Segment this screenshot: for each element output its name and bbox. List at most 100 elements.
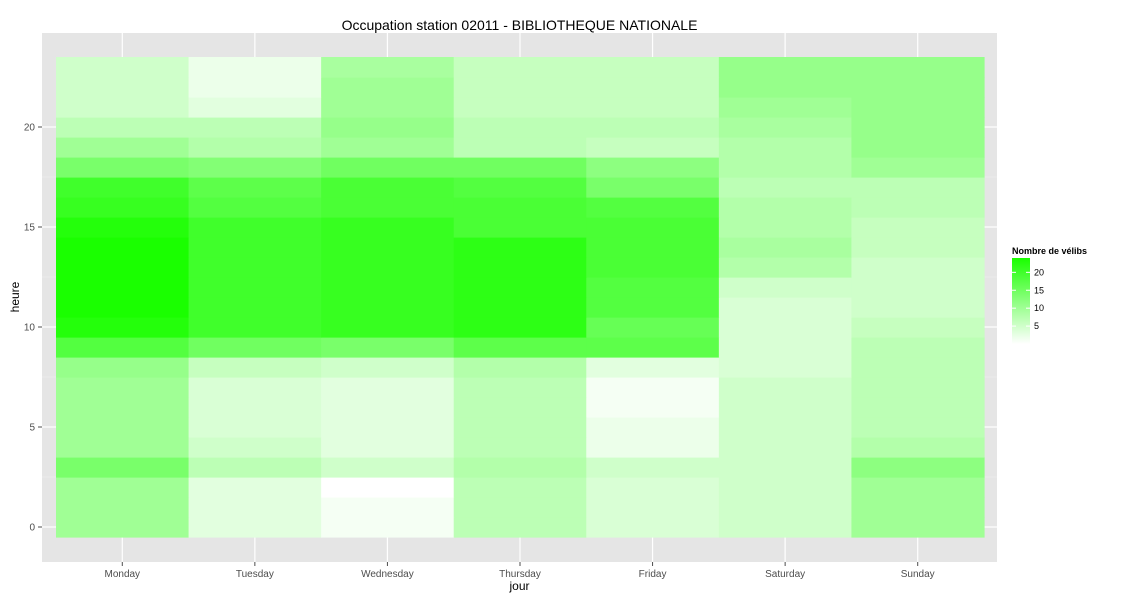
- heatmap-cell: [851, 117, 985, 138]
- heatmap-cell: [321, 497, 455, 518]
- heatmap-cell: [718, 317, 853, 338]
- heatmap-cell: [586, 257, 720, 278]
- heatmap-cell: [188, 397, 322, 418]
- heatmap-cell: [56, 297, 190, 318]
- heatmap-cell: [56, 457, 190, 478]
- heatmap-cell: [851, 257, 985, 278]
- heatmap-cell: [851, 337, 985, 358]
- heatmap-cell: [586, 297, 720, 318]
- legend-title: Nombre de vélibs: [1012, 246, 1087, 256]
- heatmap-cell: [586, 197, 720, 218]
- heatmap-cell: [851, 437, 985, 458]
- heatmap-cell: [321, 197, 455, 218]
- heatmap-cell: [188, 237, 322, 258]
- heatmap-cell: [453, 297, 587, 318]
- x-tick-label: Thursday: [499, 569, 541, 580]
- heatmap-cell: [851, 157, 985, 178]
- heatmap-cell: [453, 497, 587, 518]
- heatmap-cell: [56, 57, 190, 78]
- heatmap-cell: [586, 437, 720, 458]
- heatmap-cell: [56, 277, 190, 298]
- y-axis-title: heure: [8, 281, 22, 312]
- heatmap-cell: [188, 277, 322, 298]
- heatmap-cell: [453, 77, 587, 98]
- heatmap-cell: [586, 77, 720, 98]
- heatmap-cell: [56, 417, 190, 438]
- x-tick-label: Monday: [104, 569, 140, 580]
- heatmap-cell: [188, 197, 322, 218]
- heatmap-cell: [188, 57, 322, 78]
- heatmap-cell: [321, 417, 455, 438]
- heatmap-cell: [188, 97, 322, 118]
- heatmap-cell: [718, 157, 853, 178]
- y-tick-label: 0: [29, 523, 35, 534]
- heatmap-cell: [718, 57, 853, 78]
- heatmap-cell: [321, 217, 455, 238]
- legend-tick-label: 15: [1034, 285, 1044, 295]
- heatmap-cell: [321, 397, 455, 418]
- heatmap-cell: [718, 117, 853, 138]
- heatmap-cell: [56, 517, 190, 538]
- y-axis-ticks: 0 5 10 15 20: [24, 123, 42, 534]
- heatmap-cell: [321, 317, 455, 338]
- heatmap-cell: [718, 297, 853, 318]
- heatmap-cell: [56, 317, 190, 338]
- heatmap-cell: [586, 217, 720, 238]
- heatmap-cell: [453, 117, 587, 138]
- heatmap-cell: [718, 357, 853, 378]
- heatmap-cell: [586, 277, 720, 298]
- x-tick-label: Sunday: [901, 569, 935, 580]
- heatmap-cell: [56, 477, 190, 498]
- heatmap-cell: [453, 217, 587, 238]
- heatmap-cell: [453, 417, 587, 438]
- heatmap-cell: [188, 457, 322, 478]
- heatmap-cells: [56, 57, 985, 538]
- heatmap-cell: [851, 97, 985, 118]
- heatmap-cell: [718, 397, 853, 418]
- heatmap-cell: [188, 437, 322, 458]
- heatmap-cell: [321, 377, 455, 398]
- legend-tick-label: 10: [1034, 303, 1044, 313]
- heatmap-cell: [56, 217, 190, 238]
- heatmap-cell: [453, 397, 587, 418]
- heatmap-cell: [453, 137, 587, 158]
- heatmap-cell: [718, 237, 853, 258]
- heatmap-cell: [851, 237, 985, 258]
- chart-title: Occupation station 02011 - BIBLIOTHEQUE …: [342, 17, 698, 33]
- heatmap-cell: [851, 197, 985, 218]
- heatmap-cell: [718, 217, 853, 238]
- heatmap-cell: [188, 477, 322, 498]
- heatmap-cell: [718, 177, 853, 198]
- heatmap-cell: [56, 437, 190, 458]
- heatmap-cell: [56, 237, 190, 258]
- x-tick-label: Saturday: [765, 569, 805, 580]
- heatmap-cell: [851, 517, 985, 538]
- heatmap-cell: [321, 237, 455, 258]
- heatmap-cell: [56, 357, 190, 378]
- heatmap-cell: [188, 357, 322, 378]
- y-tick-label: 10: [24, 323, 36, 334]
- heatmap-cell: [586, 117, 720, 138]
- heatmap-cell: [188, 317, 322, 338]
- x-axis-title: jour: [508, 579, 529, 593]
- y-tick-label: 20: [24, 123, 36, 134]
- heatmap-cell: [718, 197, 853, 218]
- heatmap-cell: [851, 177, 985, 198]
- heatmap-cell: [718, 457, 853, 478]
- heatmap-cell: [56, 497, 190, 518]
- heatmap-cell: [321, 337, 455, 358]
- heatmap-cell: [453, 157, 587, 178]
- heatmap-cell: [321, 177, 455, 198]
- heatmap-cell: [321, 457, 455, 478]
- heatmap-cell: [586, 477, 720, 498]
- heatmap-cell: [586, 497, 720, 518]
- heatmap-cell: [188, 217, 322, 238]
- heatmap-cell: [718, 477, 853, 498]
- x-tick-label: Friday: [639, 569, 667, 580]
- heatmap-cell: [188, 337, 322, 358]
- heatmap-cell: [586, 417, 720, 438]
- y-tick-label: 15: [24, 223, 36, 234]
- heatmap-cell: [851, 277, 985, 298]
- heatmap-cell: [321, 157, 455, 178]
